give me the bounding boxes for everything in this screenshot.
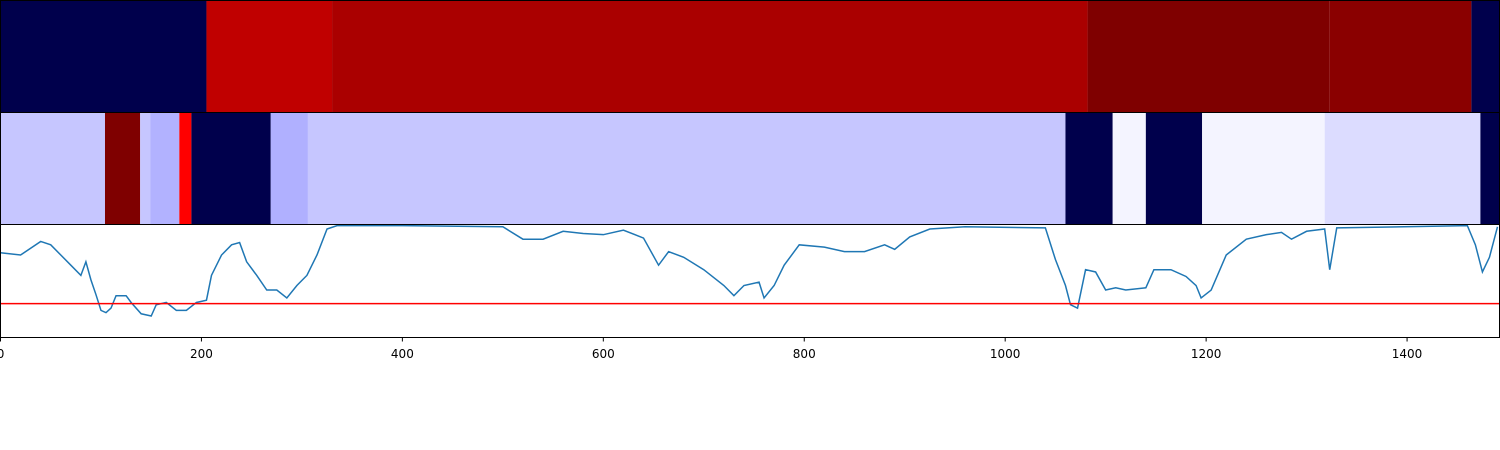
segment (1112, 112, 1146, 225)
x-tick-label: 800 (793, 347, 816, 361)
segment (150, 112, 180, 225)
segment (206, 0, 333, 113)
segment (270, 112, 308, 225)
segment (1329, 0, 1472, 113)
x-tick-label: 400 (391, 347, 414, 361)
segment (1202, 112, 1325, 225)
x-tick-label: 1000 (990, 347, 1021, 361)
segment (140, 112, 151, 225)
segment (332, 0, 1088, 113)
segment (1471, 0, 1500, 113)
x-tick-label: 600 (592, 347, 615, 361)
x-tick-label: 1200 (1191, 347, 1222, 361)
segment (1065, 112, 1113, 225)
segment (1145, 112, 1203, 225)
x-tick-label: 200 (190, 347, 213, 361)
segment (1324, 112, 1481, 225)
data-line (0, 224, 1499, 317)
x-tick-label: 1400 (1392, 347, 1423, 361)
panel-frame (0, 224, 1500, 338)
segment (0, 112, 105, 225)
segment (307, 112, 1066, 225)
segment (104, 112, 141, 225)
segment (1087, 0, 1330, 113)
x-tick-label: 0 (0, 347, 4, 361)
segment (179, 112, 192, 225)
segment (0, 0, 207, 113)
segment (1480, 112, 1500, 225)
segment (191, 112, 271, 225)
